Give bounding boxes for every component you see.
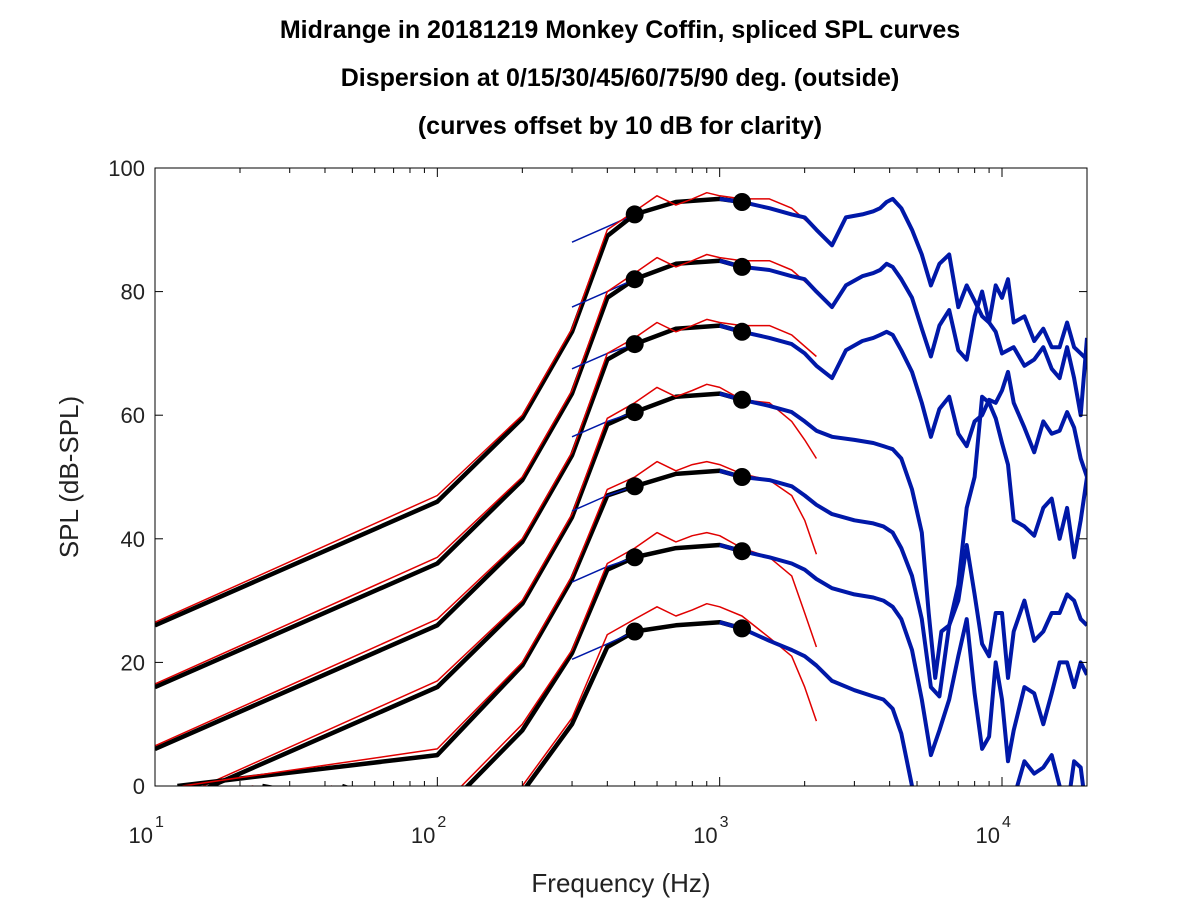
splice-marker-10 [625,548,644,567]
chart-title-line-1: Midrange in 20181219 Monkey Coffin, spli… [280,16,960,44]
curve-blue-3 [719,391,1087,680]
curve-blue-5 [719,543,1087,764]
curve-black-3 [205,391,743,786]
curve-black-1 [155,258,743,690]
curve-black-5 [262,542,743,786]
curve-blue-low-4 [571,485,635,512]
curve-black-6 [342,619,743,786]
y-tick-label-1: 20 [121,650,145,675]
y-tick-label-2: 40 [121,527,145,552]
x-tick-label-exp-3: 4 [1002,814,1011,831]
curve-red-5 [251,531,818,786]
curve-black-0 [155,196,743,628]
splice-marker-4 [625,335,644,354]
splice-marker-11 [733,542,751,561]
curve-blue-low-3 [571,411,635,438]
splice-marker-0 [625,205,644,224]
x-tick-label-base-3: 10 [976,823,1000,848]
y-axis-ticks: 0 20 40 60 80 100 [108,156,1087,799]
curve-blue-1 [719,258,1087,418]
y-tick-label-0: 0 [133,774,145,799]
x-tick-label-exp-1: 2 [437,814,446,831]
curve-blue-0 [719,196,1087,362]
curve-blue-4 [719,468,1087,699]
splice-marker-8 [625,477,644,496]
curve-red-1 [155,253,817,685]
curve-red-3 [201,383,818,786]
splice-marker-13 [733,619,751,638]
y-tick-label-3: 60 [121,403,145,428]
splice-marker-9 [733,468,751,486]
splice-marker-1 [733,193,751,211]
x-tick-label-exp-2: 3 [720,814,729,831]
splice-marker-6 [625,403,644,422]
splice-marker-2 [625,270,644,289]
curve-blue-6 [719,620,1086,786]
plot-frame [154,167,1088,787]
splice-marker-3 [733,257,751,276]
x-tick-label-base-0: 10 [129,823,153,848]
curve-blue-2 [719,323,1087,478]
splice-marker-7 [733,390,751,409]
y-axis-label: SPL (dB-SPL) [54,396,84,558]
y-tick-label-5: 100 [108,156,145,181]
curve-red-0 [155,191,817,623]
curve-blue-low-0 [571,213,636,243]
x-axis-label: Frequency (Hz) [531,868,710,898]
curve-blue-low-5 [571,556,635,583]
curve-black-2 [155,323,743,751]
chart-title-line-2: Dispersion at 0/15/30/45/60/75/90 deg. (… [341,64,900,92]
x-tick-label-exp-0: 1 [155,814,164,831]
curves-group [155,191,1087,786]
curve-red-2 [155,318,817,747]
x-tick-label-base-1: 10 [411,823,435,848]
curve-blue-low-6 [571,630,636,660]
chart-title-line-3: (curves offset by 10 dB for clarity) [418,112,822,140]
markers-group [625,193,751,641]
x-tick-label-base-2: 10 [693,823,717,848]
splice-marker-12 [625,622,644,641]
y-tick-label-4: 80 [121,280,145,305]
curve-red-4 [182,460,818,786]
splice-marker-5 [733,322,751,341]
